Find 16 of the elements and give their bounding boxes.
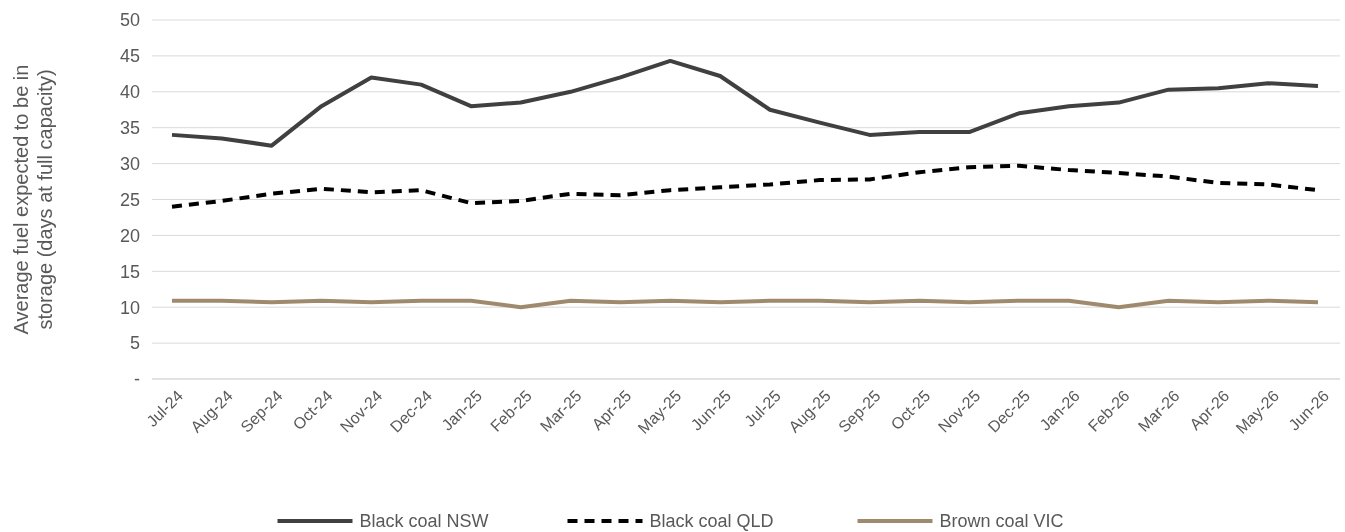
legend-label: Black coal QLD — [649, 511, 774, 532]
y-tick-label: 40 — [119, 82, 140, 103]
line-series — [170, 58, 1320, 148]
y-tick-label: 5 — [129, 333, 140, 354]
y-axis-title: Average fuel expected to be in storage (days at full capacity) — [10, 64, 56, 335]
y-tick-label: 45 — [119, 46, 140, 67]
y-tick-label: 35 — [119, 118, 140, 138]
y-tick-label: 25 — [119, 189, 140, 210]
y-tick-label: 30 — [119, 153, 140, 174]
y-tick-label: 10 — [119, 297, 140, 318]
legend-label: Black coal NSW — [359, 511, 489, 532]
y-tick-label: 20 — [119, 225, 140, 246]
y-tick-label: 15 — [119, 261, 140, 282]
y-tick-label: 50 — [119, 10, 140, 31]
legend-label: Brown coal VIC — [939, 511, 1064, 532]
y-tick-label: - — [134, 369, 140, 390]
